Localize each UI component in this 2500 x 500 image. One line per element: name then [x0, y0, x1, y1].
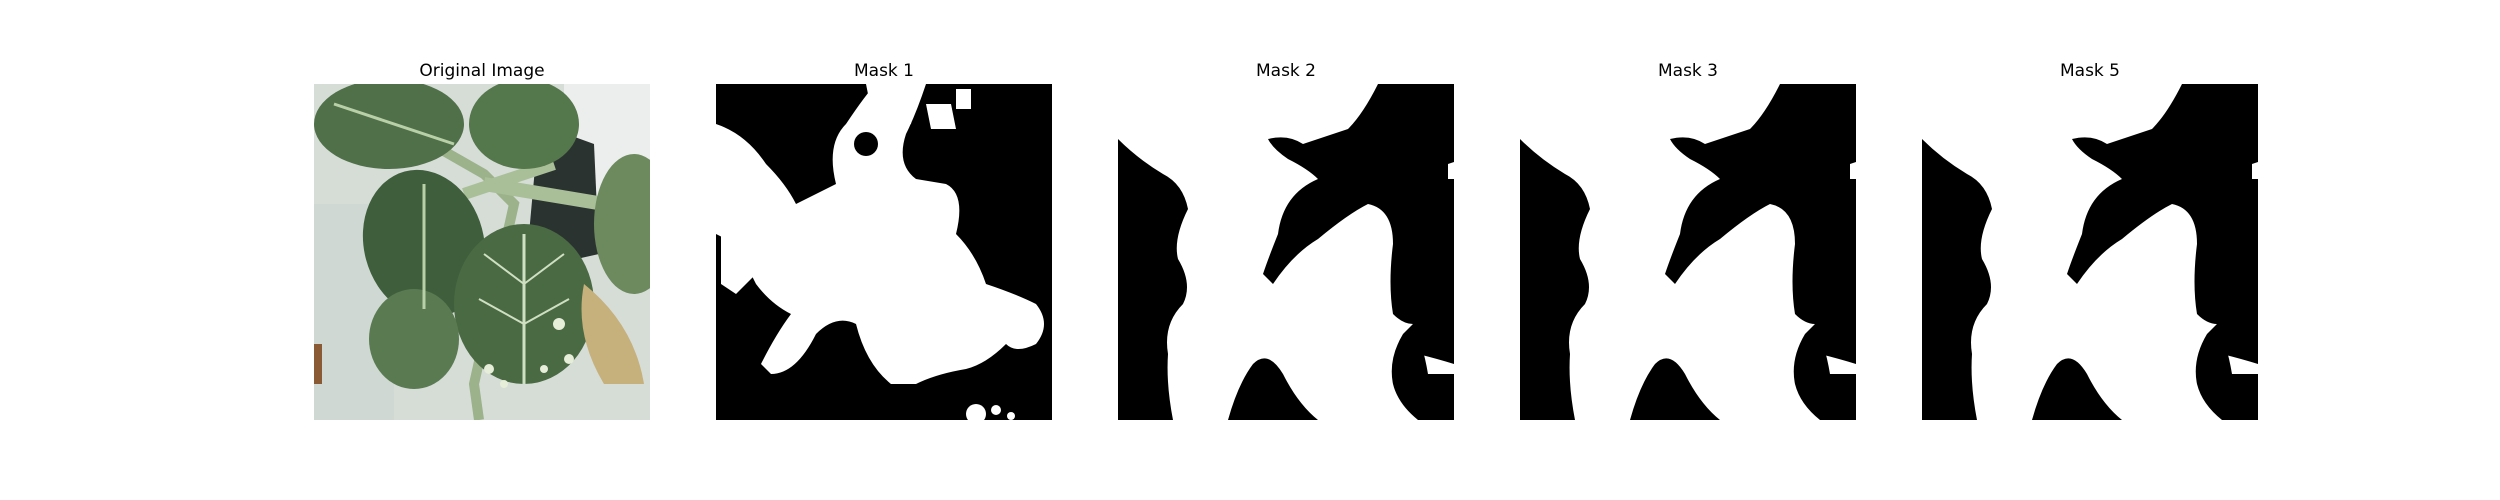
panel-title: Mask 5 — [2059, 61, 2120, 81]
original-photo — [314, 84, 650, 420]
mask-1-svg — [716, 84, 1052, 420]
panel-title: Mask 2 — [1255, 61, 1316, 81]
mask-1-image — [716, 84, 1052, 420]
plant-photo-svg — [314, 84, 650, 420]
mask-5-svg — [1922, 84, 2258, 420]
mask-2-svg — [1118, 84, 1454, 420]
mask-5-image — [1922, 84, 2258, 420]
mask-3-image — [1520, 84, 1856, 420]
panel-title: Mask 1 — [853, 61, 914, 81]
panel-title: Mask 3 — [1657, 61, 1718, 81]
panel-title: Original Image — [419, 61, 545, 81]
mask-2-image — [1118, 84, 1454, 420]
mask-3-svg — [1520, 84, 1856, 420]
